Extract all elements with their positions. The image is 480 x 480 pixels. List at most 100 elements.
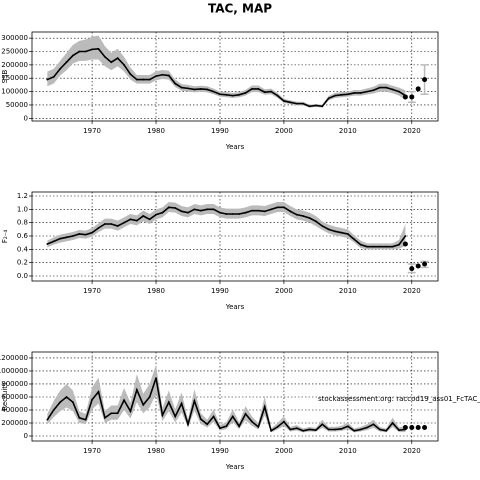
y-tick-label: 0 — [24, 114, 28, 122]
estimate-point — [180, 210, 183, 213]
estimate-point — [391, 88, 394, 91]
y-tick-label: 600000 — [1, 393, 28, 401]
estimate-point — [91, 231, 94, 234]
x-axis-label: Years — [225, 143, 245, 151]
estimate-point — [193, 88, 196, 91]
estimate-point — [385, 245, 388, 248]
estimate-point — [97, 47, 100, 50]
x-tick-label: 1980 — [147, 287, 165, 295]
estimate-point — [289, 210, 292, 213]
estimate-point — [135, 388, 138, 391]
estimate-point — [289, 101, 292, 104]
estimate-point — [46, 243, 49, 245]
estimate-point — [206, 208, 209, 211]
estimate-point — [123, 63, 125, 66]
estimate-point — [72, 235, 74, 237]
estimate-point — [84, 233, 87, 236]
estimate-point — [334, 428, 336, 431]
estimate-point — [251, 88, 253, 90]
estimate-point — [155, 213, 157, 216]
x-tick-label: 1970 — [83, 287, 101, 295]
estimate-point — [193, 399, 196, 402]
estimate-point — [231, 213, 234, 215]
estimate-point — [295, 213, 298, 216]
estimate-point — [129, 218, 132, 221]
estimate-point — [219, 211, 221, 214]
estimate-point — [359, 428, 362, 431]
y-tick-label: 1.2 — [17, 192, 28, 200]
estimate-point — [321, 423, 324, 426]
estimate-point — [103, 223, 106, 225]
estimate-point — [135, 219, 138, 222]
y-tick-label: 0.6 — [17, 232, 29, 240]
estimate-point — [372, 245, 375, 248]
estimate-point — [283, 206, 285, 209]
estimate-point — [161, 414, 164, 417]
y-tick-label: 0.2 — [17, 259, 28, 267]
estimate-point — [174, 82, 177, 85]
estimate-point — [212, 415, 215, 418]
estimate-point — [327, 428, 330, 431]
estimate-point — [391, 422, 394, 424]
estimate-point — [359, 92, 362, 94]
estimate-point — [378, 428, 381, 431]
estimate-point — [366, 426, 368, 429]
estimate-point — [321, 225, 324, 227]
estimate-point — [187, 211, 189, 214]
plot-area — [46, 202, 429, 274]
estimate-point — [84, 50, 87, 53]
y-tick-label: 1000000 — [0, 367, 28, 375]
x-axis-label: Years — [225, 303, 245, 311]
x-tick-label: 2020 — [403, 127, 421, 135]
estimate-point — [52, 76, 55, 78]
estimate-point — [199, 418, 202, 420]
estimate-point — [295, 427, 298, 430]
estimate-point — [398, 243, 400, 246]
estimate-point — [225, 213, 228, 215]
estimate-point — [91, 398, 94, 401]
x-tick-label: 2010 — [339, 287, 357, 295]
x-tick-label: 2000 — [275, 127, 293, 135]
estimate-point — [129, 410, 132, 413]
y-tick-label: 300000 — [1, 34, 28, 42]
plot-frame — [31, 191, 439, 282]
estimate-point — [359, 243, 362, 246]
y-tick-label: 0.4 — [17, 245, 29, 253]
forecast-point — [415, 86, 421, 92]
estimate-point — [314, 429, 317, 432]
estimate-point — [372, 89, 375, 92]
estimate-point — [346, 233, 349, 235]
forecast-point — [422, 77, 428, 83]
estimate-point — [308, 217, 311, 219]
estimate-point — [187, 423, 189, 426]
confidence-band — [47, 35, 406, 108]
estimate-point — [193, 208, 196, 211]
estimate-point — [340, 427, 343, 430]
y-tick-label: 0.8 — [17, 219, 28, 227]
estimate-point — [65, 61, 68, 64]
estimate-point — [46, 418, 49, 421]
estimate-point — [148, 78, 151, 81]
estimate-point — [110, 412, 113, 415]
estimate-point — [84, 418, 87, 421]
forecast-point — [402, 94, 408, 100]
estimate-point — [231, 94, 234, 97]
estimate-point — [212, 90, 215, 93]
estimate-point — [244, 92, 247, 94]
x-tick-label: 2020 — [403, 447, 421, 455]
estimate-point — [372, 423, 375, 426]
estimate-point — [270, 90, 273, 93]
estimate-point — [314, 220, 317, 223]
estimate-point — [46, 78, 49, 81]
estimate-point — [238, 213, 241, 215]
estimate-point — [219, 427, 221, 430]
estimate-point — [257, 88, 260, 90]
estimate-point — [155, 75, 157, 77]
estimate-point — [346, 93, 349, 96]
estimate-point — [251, 209, 253, 212]
plot-frame — [31, 31, 439, 122]
estimate-point — [353, 92, 356, 94]
x-tick-label: 2000 — [275, 447, 293, 455]
estimate-point — [65, 396, 68, 398]
estimate-point — [302, 215, 304, 217]
